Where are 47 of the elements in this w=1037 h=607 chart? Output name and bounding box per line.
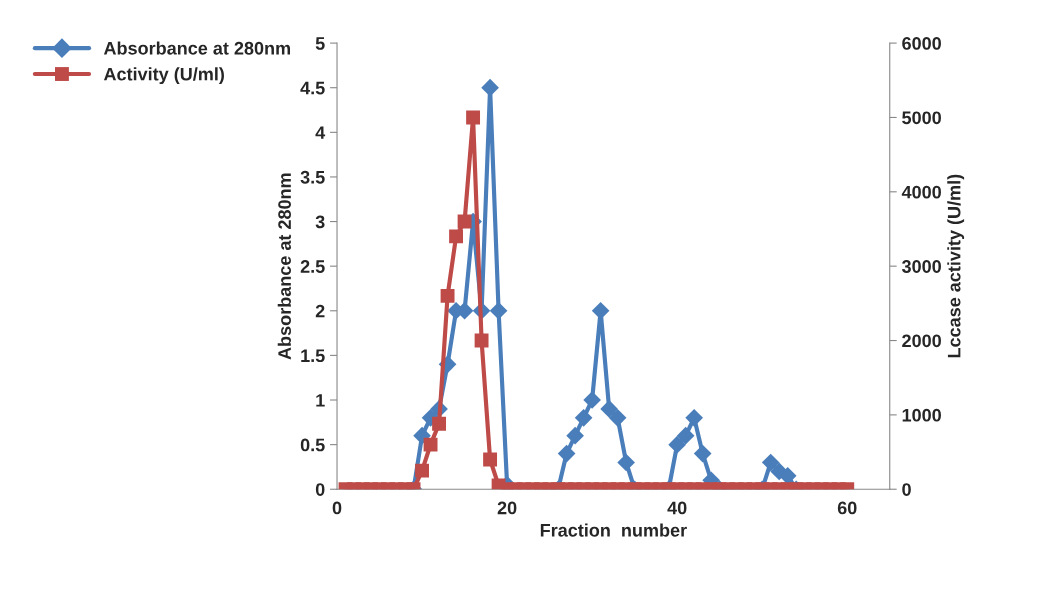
x-tick-label: 40 <box>667 501 687 515</box>
point <box>557 444 576 463</box>
point <box>449 229 464 244</box>
y-tick-label: 4.5 <box>300 81 325 95</box>
point <box>583 391 601 409</box>
point <box>466 110 481 125</box>
y2-tick-label: 1000 <box>902 408 941 422</box>
point <box>413 426 431 445</box>
x-axis-title: Fraction number <box>540 523 687 537</box>
y2-tick-label: 2000 <box>902 334 941 348</box>
legend-label: Activity (U/ml) <box>103 67 224 85</box>
point <box>761 453 780 472</box>
y-tick-label: 1.5 <box>301 349 325 363</box>
y-tick-label: 2 <box>315 304 325 318</box>
point <box>481 78 499 97</box>
point <box>600 400 618 418</box>
y2-tick-label: 0 <box>902 483 911 496</box>
y-tick-label: 3.5 <box>300 170 325 184</box>
point <box>489 301 508 320</box>
y2-tick-label: 4000 <box>901 185 941 199</box>
y-tick-label: 3 <box>315 215 325 229</box>
y-tick-label: 4 <box>315 126 326 139</box>
y2-tick-label: 5000 <box>902 111 941 125</box>
point <box>617 453 635 472</box>
point <box>457 214 472 229</box>
y-tick-label: 2.5 <box>300 260 325 273</box>
point <box>608 409 627 427</box>
point <box>474 333 489 348</box>
y2-tick-label: 6000 <box>902 37 941 50</box>
x-tick-label: 0 <box>332 501 342 515</box>
y-tick-label: 1 <box>316 394 325 407</box>
y2-axis-title: Lccase activity (U/ml) <box>947 174 965 358</box>
x-tick-label: 60 <box>837 501 857 515</box>
point <box>668 435 686 454</box>
x-tick-label: 20 <box>497 501 517 515</box>
y-tick-label: 5 <box>315 37 325 50</box>
point <box>566 426 584 445</box>
point <box>676 426 695 445</box>
y2-tick-label: 3000 <box>901 260 941 273</box>
point <box>685 409 704 427</box>
point <box>693 444 712 463</box>
y-tick-label: 0.5 <box>300 438 325 452</box>
y-axis-title: Absorbance at 280nm <box>277 173 291 360</box>
legend-label: Absorbance at 280nm <box>103 41 291 55</box>
point <box>440 288 455 303</box>
point <box>574 409 593 427</box>
y-tick-label: 0 <box>315 483 325 496</box>
